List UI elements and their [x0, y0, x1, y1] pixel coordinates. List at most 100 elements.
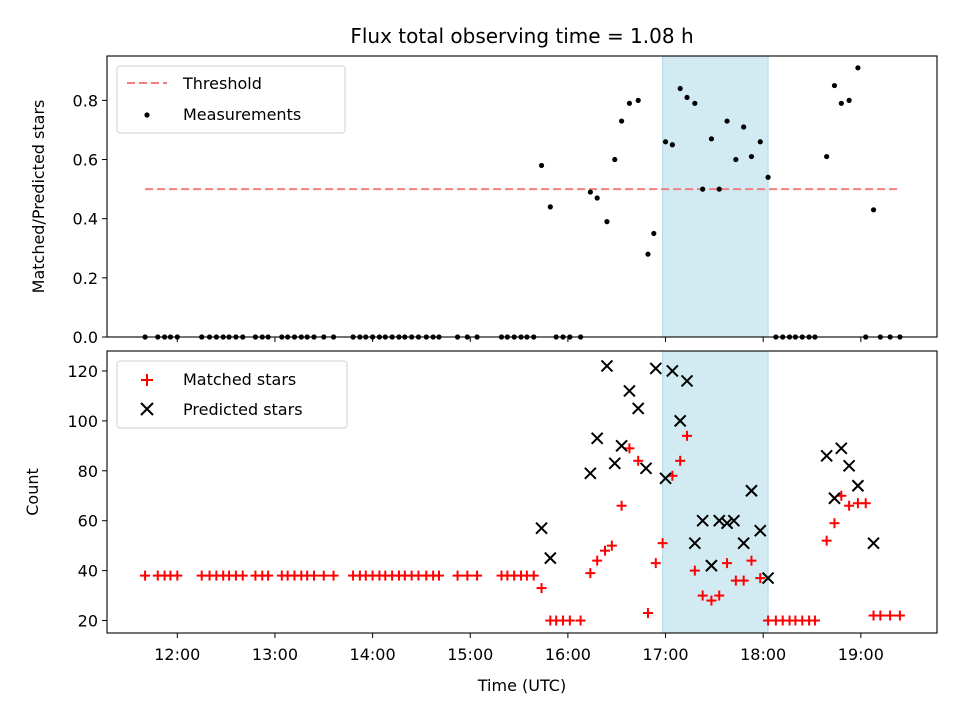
bottom-y-axis-label: Count	[23, 468, 42, 516]
measurement-point	[669, 142, 675, 148]
matched-star-point	[434, 570, 444, 581]
matched-star-point	[452, 570, 463, 581]
measurement-point	[662, 139, 669, 145]
top-y-ticks: 0.0 0.2 0.4 0.6 0.8	[73, 91, 107, 347]
x-axis-label: Time (UTC)	[477, 676, 566, 695]
matched-star-point	[624, 443, 635, 454]
measurement-point	[700, 186, 706, 192]
predicted-star-point	[851, 479, 865, 492]
measurement-point	[604, 219, 610, 225]
matched-star-point	[738, 575, 749, 586]
measurement-point	[748, 153, 755, 160]
predicted-star-point	[761, 571, 775, 585]
legend-threshold-label: Threshold	[182, 74, 262, 93]
matched-star-point	[809, 615, 820, 626]
legend-measurements-label: Measurements	[183, 105, 301, 124]
predicted-star-point	[688, 536, 702, 550]
measurement-point	[587, 189, 593, 195]
matched-star-point	[697, 590, 708, 601]
matched-star-point	[564, 615, 575, 626]
chart-title: Flux total observing time = 1.08 h	[350, 24, 693, 48]
top-axes-frame	[106, 55, 938, 338]
measurement-point	[692, 100, 698, 106]
legend-predicted-swatch	[140, 402, 154, 416]
measurement-point	[838, 100, 844, 106]
matched-star-point	[237, 570, 248, 581]
y-tick-label: 80	[78, 462, 98, 481]
predicted-star-point	[673, 414, 687, 428]
bottom-y-ticks: 20 40 60 80 100 120	[67, 362, 107, 631]
matched-star-point	[318, 570, 329, 581]
x-tick-label: 17:00	[642, 645, 688, 664]
matched-star-point	[585, 568, 596, 579]
top-legend-box	[116, 65, 346, 134]
predicted-star-point	[720, 516, 734, 530]
measurement-point	[684, 94, 690, 101]
matched-star-point	[885, 610, 896, 621]
measurement-point	[651, 230, 657, 237]
measurement-point	[741, 124, 747, 130]
matched-star-point	[860, 498, 871, 509]
measurement-point	[831, 82, 838, 89]
measurement-point	[635, 97, 641, 103]
matched-star-point	[592, 555, 603, 566]
predicted-star-point	[745, 484, 758, 497]
predicted-star-point	[623, 384, 636, 398]
predicted-star-point	[666, 364, 679, 378]
matched-star-point	[309, 570, 320, 581]
measurement-point	[846, 97, 852, 103]
y-tick-label: 0.8	[73, 91, 98, 110]
matched-star-point	[528, 570, 539, 581]
bottom-legend-box	[116, 360, 348, 429]
measurement-point	[645, 251, 651, 257]
measurement-point	[612, 156, 618, 163]
measurement-point	[870, 207, 877, 213]
predicted-star-point	[584, 467, 597, 480]
predicted-star-point	[659, 472, 672, 485]
matched-star-point	[606, 540, 617, 551]
predicted-star-point	[631, 402, 645, 415]
predicted-star-point	[639, 462, 653, 475]
y-tick-label: 120	[67, 362, 98, 381]
legend-matched-swatch	[141, 374, 153, 386]
top-panel: 0.00.20.40.60.8 Matched/Predicted stars …	[29, 55, 938, 347]
y-tick-label: 0.6	[73, 151, 98, 170]
matched-star-point	[616, 500, 627, 511]
measurement-point	[547, 204, 553, 210]
matched-star-point	[263, 570, 274, 581]
matched-star-point	[894, 610, 905, 621]
matched-star-point	[829, 518, 840, 529]
predicted-star-point	[680, 374, 694, 388]
matched-star-point	[328, 570, 339, 581]
matched-star-point	[140, 570, 151, 581]
predicted-star-point	[713, 514, 726, 527]
matched-star-point	[575, 615, 586, 626]
matched-star-point	[633, 455, 644, 466]
predicted-star-point	[842, 459, 856, 473]
x-tick-label: 19:00	[838, 645, 884, 664]
measurement-point	[757, 139, 763, 145]
predicted-star-point	[600, 359, 614, 373]
measurement-point	[677, 85, 683, 92]
x-tick-label: 14:00	[350, 645, 396, 664]
bottom-panel: 20 40 60 80 100 120 12:00 13:00 14:00 15:00 16:00…	[23, 350, 938, 695]
x-tick-label: 13:00	[252, 645, 298, 664]
y-tick-label: 40	[78, 562, 98, 581]
predicted-star-point	[615, 439, 628, 453]
measurement-point	[724, 118, 730, 124]
matched-star-point	[675, 455, 686, 466]
bottom-x-ticks: 12:00 13:00 14:00 15:00 16:00 17:00 18:00 19:00	[154, 633, 884, 664]
matched-stars-points	[140, 430, 905, 626]
x-tick-label: 12:00	[154, 645, 200, 664]
matched-star-point	[472, 570, 483, 581]
measurement-point	[538, 162, 545, 169]
legend-matched-label: Matched stars	[183, 370, 296, 389]
y-tick-label: 60	[78, 512, 98, 531]
y-tick-label: 0.0	[73, 328, 98, 347]
top-legend: Threshold Measurements	[116, 65, 346, 134]
predicted-stars-points	[535, 359, 880, 585]
matched-star-point	[657, 538, 668, 549]
x-tick-label: 18:00	[740, 645, 786, 664]
matched-star-point	[821, 535, 832, 546]
